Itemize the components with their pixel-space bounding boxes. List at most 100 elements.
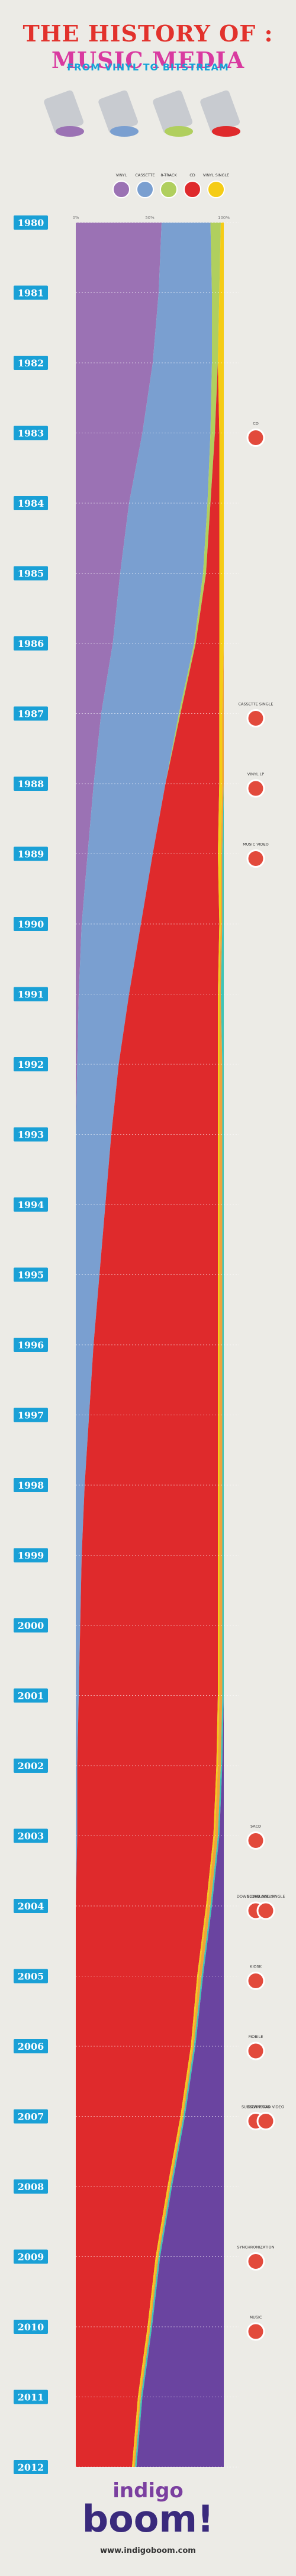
milestone-label: MUSIC VIDEO (243, 842, 269, 847)
legend-label: VINYL SINGLE (203, 173, 230, 178)
year-label: 2008 (18, 2181, 44, 2192)
year-badge (14, 1338, 48, 1352)
year-label: 2010 (18, 2321, 44, 2333)
year-label: 2004 (18, 1901, 44, 1912)
year-label: 2001 (18, 1690, 44, 1702)
year-label: 1998 (18, 1480, 44, 1491)
milestone-label: MUSIC (250, 2315, 262, 2320)
brand-name-2: boom! (82, 2497, 214, 2540)
year-badge (14, 846, 48, 861)
year-badge (14, 2390, 48, 2404)
year-label: 1995 (18, 1270, 44, 1281)
legend-label: CASSETTE (135, 173, 155, 178)
year-label: 1991 (18, 989, 44, 1000)
year-label: 1983 (18, 428, 44, 439)
year-badge (14, 917, 48, 931)
milestone-label: DOWNLOAD VIDEO (247, 2105, 284, 2110)
year-label: 1994 (18, 1199, 44, 1210)
year-badge (14, 2179, 48, 2194)
year-badge (14, 2320, 48, 2334)
milestone-label: CASSETTE SINGLE (238, 702, 273, 707)
year-label: 2007 (18, 2111, 44, 2123)
year-label: 1985 (18, 568, 44, 579)
paint-spill-icon (165, 126, 193, 137)
year-badge (14, 1899, 48, 1913)
paint-can-icon (200, 90, 240, 134)
year-badge (14, 2109, 48, 2124)
footer-url-link[interactable]: www.indigoboom.com (100, 2546, 196, 2555)
year-label: 1997 (18, 1410, 44, 1421)
year-badge (14, 1759, 48, 1773)
legend-label: CD (189, 173, 195, 178)
year-label: 2009 (18, 2252, 44, 2263)
milestone-label: SUBSCRIPTION (242, 2105, 270, 2110)
series-area-download (136, 223, 224, 2467)
legend-label: 8-TRACK (160, 173, 177, 178)
milestone-label: SYNCHRONIZATION (237, 2245, 274, 2250)
scale-tick-label: 0% (72, 215, 79, 220)
year-label: 2003 (18, 1831, 44, 1842)
year-label: 1993 (18, 1129, 44, 1141)
year-badge (14, 1548, 48, 1563)
year-badge (14, 1478, 48, 1492)
year-badge (14, 2039, 48, 2053)
year-label: 1999 (18, 1550, 44, 1561)
year-label: 1981 (18, 288, 44, 299)
milestone-label: KIOSK (250, 1965, 262, 1969)
year-badge (14, 1057, 48, 1071)
page-title: THE HISTORY OF : MUSIC MEDIA (0, 20, 296, 73)
year-label: 1980 (18, 217, 44, 228)
paint-spill-icon (212, 126, 240, 137)
year-label: 1989 (18, 849, 44, 860)
milestone-icon (246, 2252, 265, 2271)
year-label: 2002 (18, 1760, 44, 1772)
year-label: 1996 (18, 1339, 44, 1351)
milestone-icon (246, 429, 265, 447)
milestone-icon (246, 1972, 265, 1990)
year-label: 2011 (18, 2392, 44, 2403)
scale-tick-label: 50% (145, 215, 155, 220)
paint-can-icon (153, 90, 193, 134)
year-badge (14, 2249, 48, 2264)
legend-icon-cassette (136, 181, 154, 198)
paint-can-icon (98, 90, 139, 134)
brand-name-1: indigo (112, 2479, 184, 2503)
year-badge (14, 1127, 48, 1142)
milestone-label: CD (253, 421, 259, 426)
year-badge (14, 1828, 48, 1843)
page-subtitle: FROM VINYL TO BITSTREAM (67, 62, 229, 73)
year-badge (14, 2460, 48, 2474)
year-label: 1990 (18, 919, 44, 930)
year-label: 1992 (18, 1059, 44, 1070)
year-label: 1987 (18, 709, 44, 720)
milestone-icon (246, 2042, 265, 2060)
year-label: 2006 (18, 2041, 44, 2052)
series-area-cassette (76, 223, 212, 2467)
paint-spill-icon (56, 126, 84, 137)
title-part-1: THE HISTORY OF : (22, 20, 274, 47)
year-label: 1986 (18, 638, 44, 649)
year-label: 1984 (18, 498, 44, 509)
year-badge (14, 1408, 48, 1422)
legend-icon-vinyl (112, 181, 130, 198)
year-badge (14, 1267, 48, 1282)
year-badge (14, 285, 48, 300)
milestone-icon (256, 2112, 275, 2130)
milestone-label: DOWNLOAD SINGLE (247, 1894, 285, 1899)
year-badge (14, 1688, 48, 1703)
series-area-vinyl (76, 223, 162, 2467)
legend-icon-cd (184, 181, 201, 198)
year-badge (14, 1197, 48, 1212)
year-badge (14, 1618, 48, 1632)
year-label: 2012 (18, 2462, 44, 2473)
year-badge (14, 636, 48, 651)
year-label: 2000 (18, 1620, 44, 1631)
year-badge (14, 566, 48, 581)
milestone-label: VINYL LP (247, 772, 265, 777)
paint-spill-icon (110, 126, 139, 137)
milestone-icon (246, 709, 265, 727)
legend-icon-vinyl-single (207, 181, 225, 198)
milestone-icon (246, 849, 265, 868)
year-badge (14, 356, 48, 370)
